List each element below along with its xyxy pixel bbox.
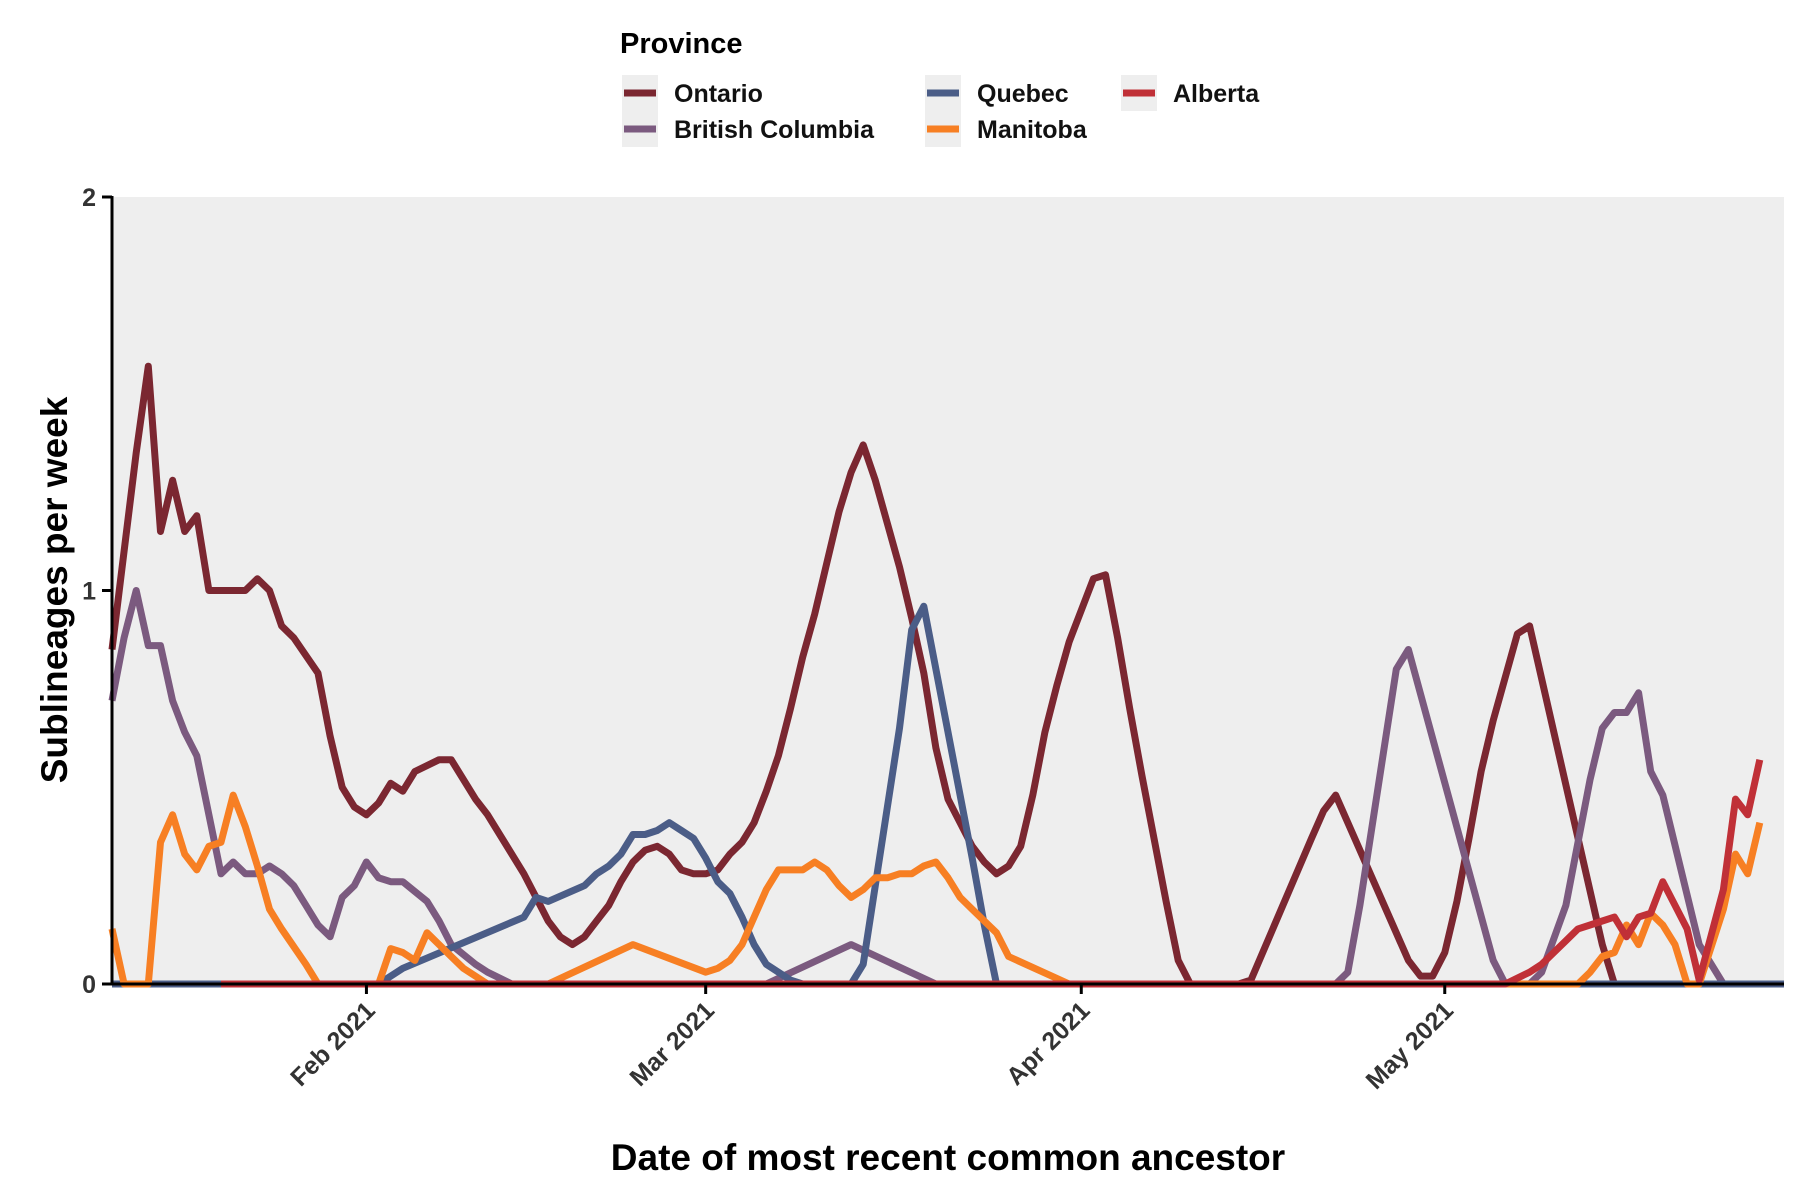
y-tick-label: 1: [82, 578, 96, 606]
y-ticks: 0 1 2: [82, 184, 112, 999]
x-tick-label: Apr 2021: [1001, 996, 1096, 1091]
legend-title: Province: [620, 28, 743, 60]
x-tick-label: Feb 2021: [285, 996, 381, 1092]
series-line-manitoba: [108, 791, 1764, 988]
legend-label-ontario: Ontario: [674, 80, 763, 108]
y-tick-label: 2: [82, 184, 96, 212]
series-line-quebec: [112, 602, 1784, 988]
series-line-alberta: [221, 758, 1764, 988]
series-layer: [108, 362, 1784, 988]
x-tick-label: May 2021: [1361, 996, 1459, 1094]
legend-label-british-columbia: British Columbia: [674, 116, 875, 144]
x-axis-title: Date of most recent common ancestor: [611, 1137, 1285, 1178]
y-tick-label: 0: [82, 971, 96, 999]
legend-label-quebec: Quebec: [977, 80, 1069, 108]
legend: Province Ontario British Columbia Quebec Ma…: [620, 28, 1260, 147]
legend-label-alberta: Alberta: [1173, 80, 1260, 108]
y-axis-title: Sublineages per week: [34, 396, 75, 783]
x-ticks: Feb 2021 Mar 2021 Apr 2021 May 2021: [285, 984, 1459, 1095]
legend-label-manitoba: Manitoba: [977, 116, 1088, 144]
x-tick-label: Mar 2021: [624, 996, 720, 1092]
plot-panel: [112, 197, 1784, 984]
